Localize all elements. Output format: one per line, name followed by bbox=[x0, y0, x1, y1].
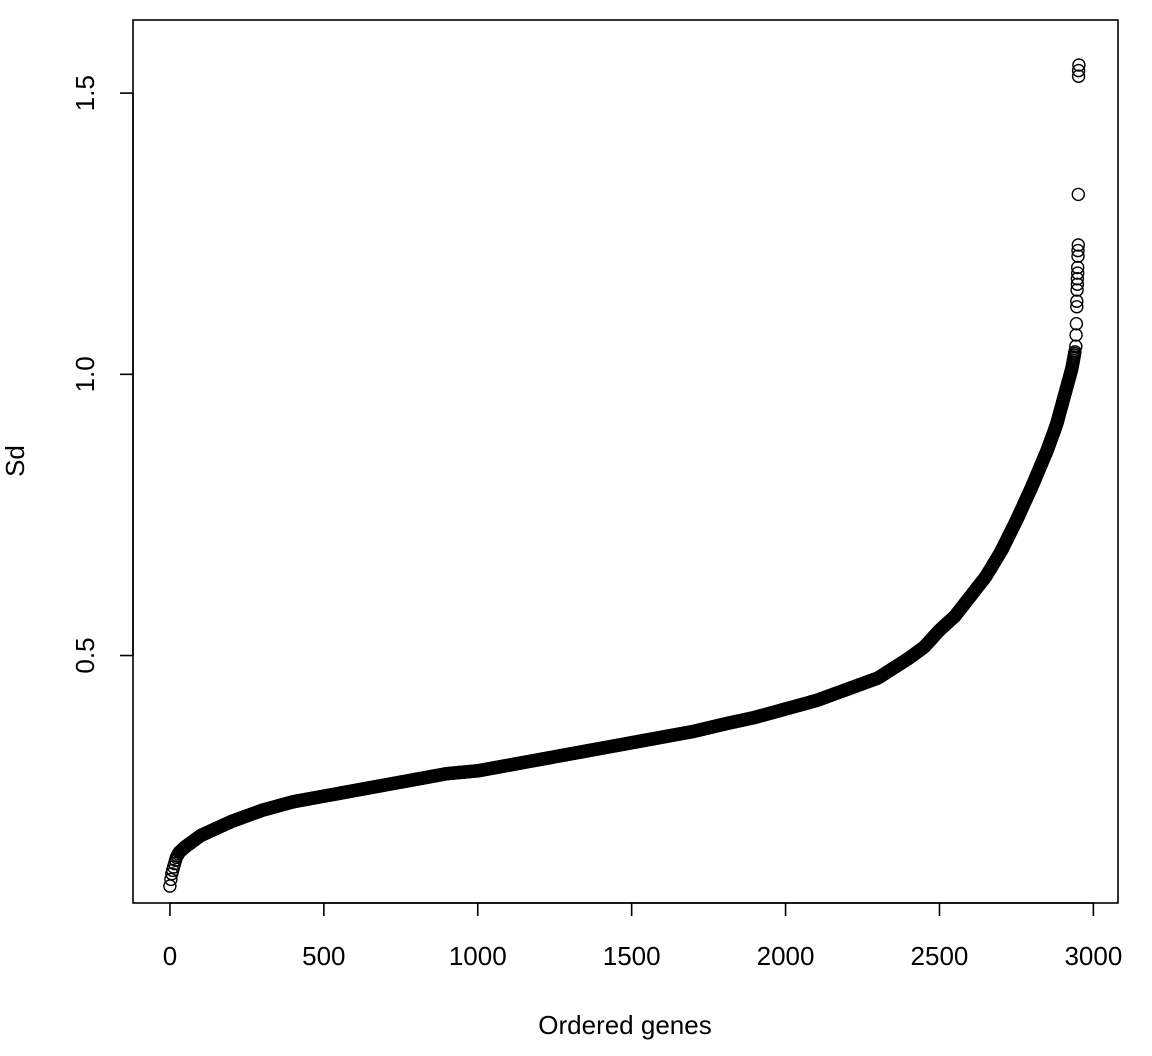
data-points bbox=[163, 58, 1086, 893]
y-axis-label: Sd bbox=[0, 445, 30, 477]
data-point bbox=[1071, 69, 1086, 83]
x-axis: 0 500 1000 1500 2000 2500 3000 bbox=[163, 902, 1122, 971]
data-point bbox=[1070, 272, 1085, 286]
x-tick-label: 500 bbox=[302, 941, 345, 971]
data-point bbox=[1069, 339, 1083, 353]
data-point bbox=[1069, 328, 1083, 342]
data-point bbox=[1070, 266, 1085, 280]
y-tick-label: 1.0 bbox=[70, 356, 100, 392]
data-point bbox=[164, 872, 178, 887]
data-point bbox=[1070, 300, 1084, 314]
x-tick-label: 0 bbox=[163, 941, 177, 971]
data-point bbox=[1070, 277, 1085, 291]
data-point bbox=[1071, 243, 1085, 258]
y-axis: 0.5 1.0 1.5 bbox=[70, 75, 134, 674]
x-tick-label: 2000 bbox=[757, 941, 815, 971]
data-point bbox=[1072, 58, 1086, 72]
x-tick-label: 1000 bbox=[449, 941, 507, 971]
x-tick-label: 2500 bbox=[911, 941, 969, 971]
x-axis-label: Ordered genes bbox=[538, 1010, 711, 1040]
data-point bbox=[1068, 345, 1082, 359]
data-point bbox=[1071, 187, 1086, 202]
plot-frame bbox=[132, 19, 1119, 904]
data-point bbox=[1069, 317, 1084, 331]
y-tick-label: 0.5 bbox=[70, 637, 100, 673]
x-tick-label: 3000 bbox=[1064, 941, 1122, 971]
data-point bbox=[1071, 249, 1085, 263]
data-point bbox=[1071, 63, 1086, 78]
x-tick-label: 1500 bbox=[603, 941, 661, 971]
data-point bbox=[1071, 238, 1086, 252]
y-tick-label: 1.5 bbox=[70, 75, 100, 111]
data-point bbox=[1070, 294, 1084, 308]
